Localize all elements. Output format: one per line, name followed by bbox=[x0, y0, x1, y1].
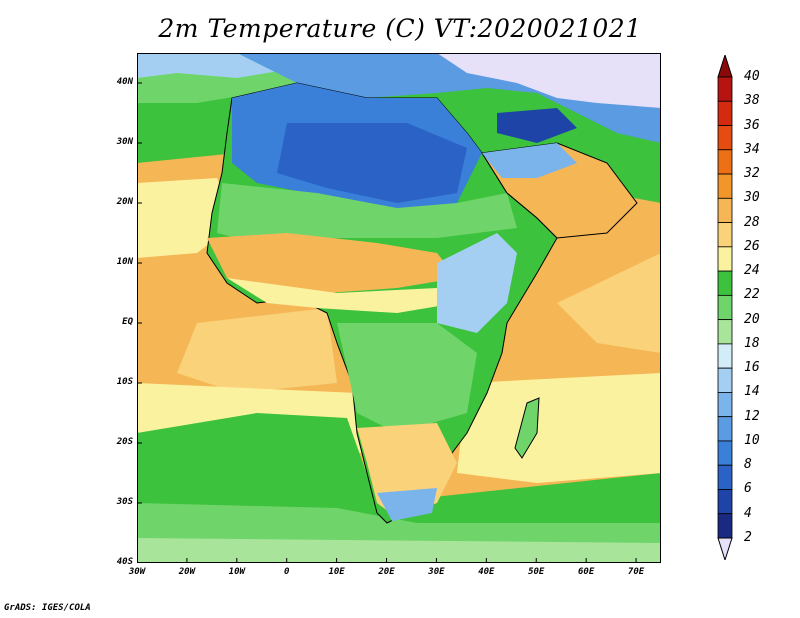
east-africa-highlands bbox=[437, 233, 517, 333]
colorbar-segment bbox=[717, 149, 733, 175]
colorbar-level-label: 18 bbox=[744, 335, 760, 351]
colorbar-level-label: 2 bbox=[744, 530, 752, 545]
colorbar-level-label: 32 bbox=[744, 166, 760, 182]
west-africa-warm bbox=[207, 233, 457, 293]
colorbar-segment bbox=[717, 513, 733, 539]
y-tick-label: 20S bbox=[116, 437, 133, 447]
map-frame: 30W 20W 10W 0 10E 20E 30E 40E 50E 60E 70E 40N 30N 20N… bbox=[117, 53, 661, 577]
colorbar-segment bbox=[717, 76, 733, 102]
x-tick-label: 30W bbox=[128, 567, 146, 577]
colorbar-segment bbox=[717, 440, 733, 466]
ocean-tropical-orange-2 bbox=[177, 308, 337, 393]
colorbar-level-label: 16 bbox=[744, 360, 760, 376]
colorbar-segment bbox=[717, 222, 733, 248]
colorbar-level-label: 24 bbox=[744, 263, 760, 279]
x-tick-label: 30E bbox=[428, 567, 445, 577]
y-tick-label: 40N bbox=[116, 77, 133, 87]
y-tick-label: 40S bbox=[116, 557, 133, 567]
colorbar-segment bbox=[717, 343, 733, 369]
colorbar-segment bbox=[717, 246, 733, 272]
colorbar-level-label: 20 bbox=[744, 311, 760, 327]
colorbar-segment bbox=[717, 489, 733, 515]
y-tick-label: 30S bbox=[116, 497, 133, 507]
colorbar-segment bbox=[717, 392, 733, 418]
colorbar-level-label: 12 bbox=[744, 408, 760, 424]
x-tick-label: 40E bbox=[478, 567, 495, 577]
colorbar-level-label: 40 bbox=[744, 69, 760, 84]
colorbar-level-label: 6 bbox=[744, 481, 752, 497]
ocean-indian-pale bbox=[557, 253, 661, 353]
colorbar-segment bbox=[717, 464, 733, 490]
colorbar-segment bbox=[717, 125, 733, 151]
x-tick-label: 10E bbox=[328, 567, 345, 577]
colorbar-level-label: 26 bbox=[744, 238, 760, 254]
y-tick-label: 10N bbox=[116, 257, 133, 267]
colorbar-segment bbox=[717, 197, 733, 223]
colorbar-level-label: 28 bbox=[744, 214, 760, 230]
x-tick-label: 50E bbox=[528, 567, 545, 577]
colorbar-level-label: 34 bbox=[744, 141, 760, 157]
colorbar-level-label: 4 bbox=[744, 505, 752, 521]
y-tick-label: EQ bbox=[122, 317, 133, 327]
sahara-mid bbox=[277, 123, 467, 203]
arabia-north-cool bbox=[482, 143, 577, 178]
colorbar-segment bbox=[717, 100, 733, 126]
x-tick-label: 20E bbox=[378, 567, 395, 577]
madagascar bbox=[514, 397, 540, 459]
x-tick-label: 60E bbox=[578, 567, 595, 577]
central-africa-green bbox=[337, 323, 477, 433]
colorbar-level-label: 8 bbox=[744, 457, 752, 473]
turkey-dark bbox=[497, 108, 577, 143]
y-tick-label: 10S bbox=[116, 377, 133, 387]
colorbar-segment bbox=[717, 367, 733, 393]
colorbar-top-triangle bbox=[717, 55, 733, 78]
x-tick-label: 0 bbox=[283, 567, 290, 577]
colorbar-level-label: 22 bbox=[744, 287, 760, 303]
west-africa-yellow bbox=[227, 278, 457, 313]
x-tick-label: 10W bbox=[228, 567, 245, 577]
map-title: 2m Temperature (C) VT:2020021021 bbox=[158, 14, 642, 43]
map-border bbox=[137, 53, 661, 563]
colorbar-level-label: 10 bbox=[744, 432, 760, 448]
y-tick-label: 30N bbox=[116, 137, 133, 147]
x-tick-label: 20W bbox=[178, 567, 196, 577]
ocean-south-pale bbox=[137, 538, 661, 563]
colorbar-level-label: 36 bbox=[744, 117, 760, 133]
colorbar-level-label: 38 bbox=[744, 93, 760, 109]
southern-cape-cool bbox=[377, 488, 437, 521]
sahel-green bbox=[217, 183, 517, 243]
colorbar-segment bbox=[717, 294, 733, 321]
colorbar-segment bbox=[717, 416, 733, 442]
ocean-indian-yellow bbox=[457, 373, 661, 483]
colorbar-bottom-triangle bbox=[717, 537, 733, 560]
x-tick-label: 70E bbox=[627, 567, 645, 577]
colorbar bbox=[717, 55, 733, 560]
y-tick-label: 20N bbox=[116, 197, 133, 207]
colorbar-level-label: 14 bbox=[744, 384, 760, 400]
colorbar-segment bbox=[717, 319, 733, 345]
europe-verycold-region bbox=[437, 53, 661, 108]
colorbar-level-label: 30 bbox=[744, 190, 760, 206]
colorbar-segment bbox=[717, 270, 733, 296]
colorbar-segment bbox=[717, 173, 733, 199]
temperature-map bbox=[137, 53, 661, 563]
footer-credit: GrADS: IGES/COLA bbox=[4, 603, 91, 613]
